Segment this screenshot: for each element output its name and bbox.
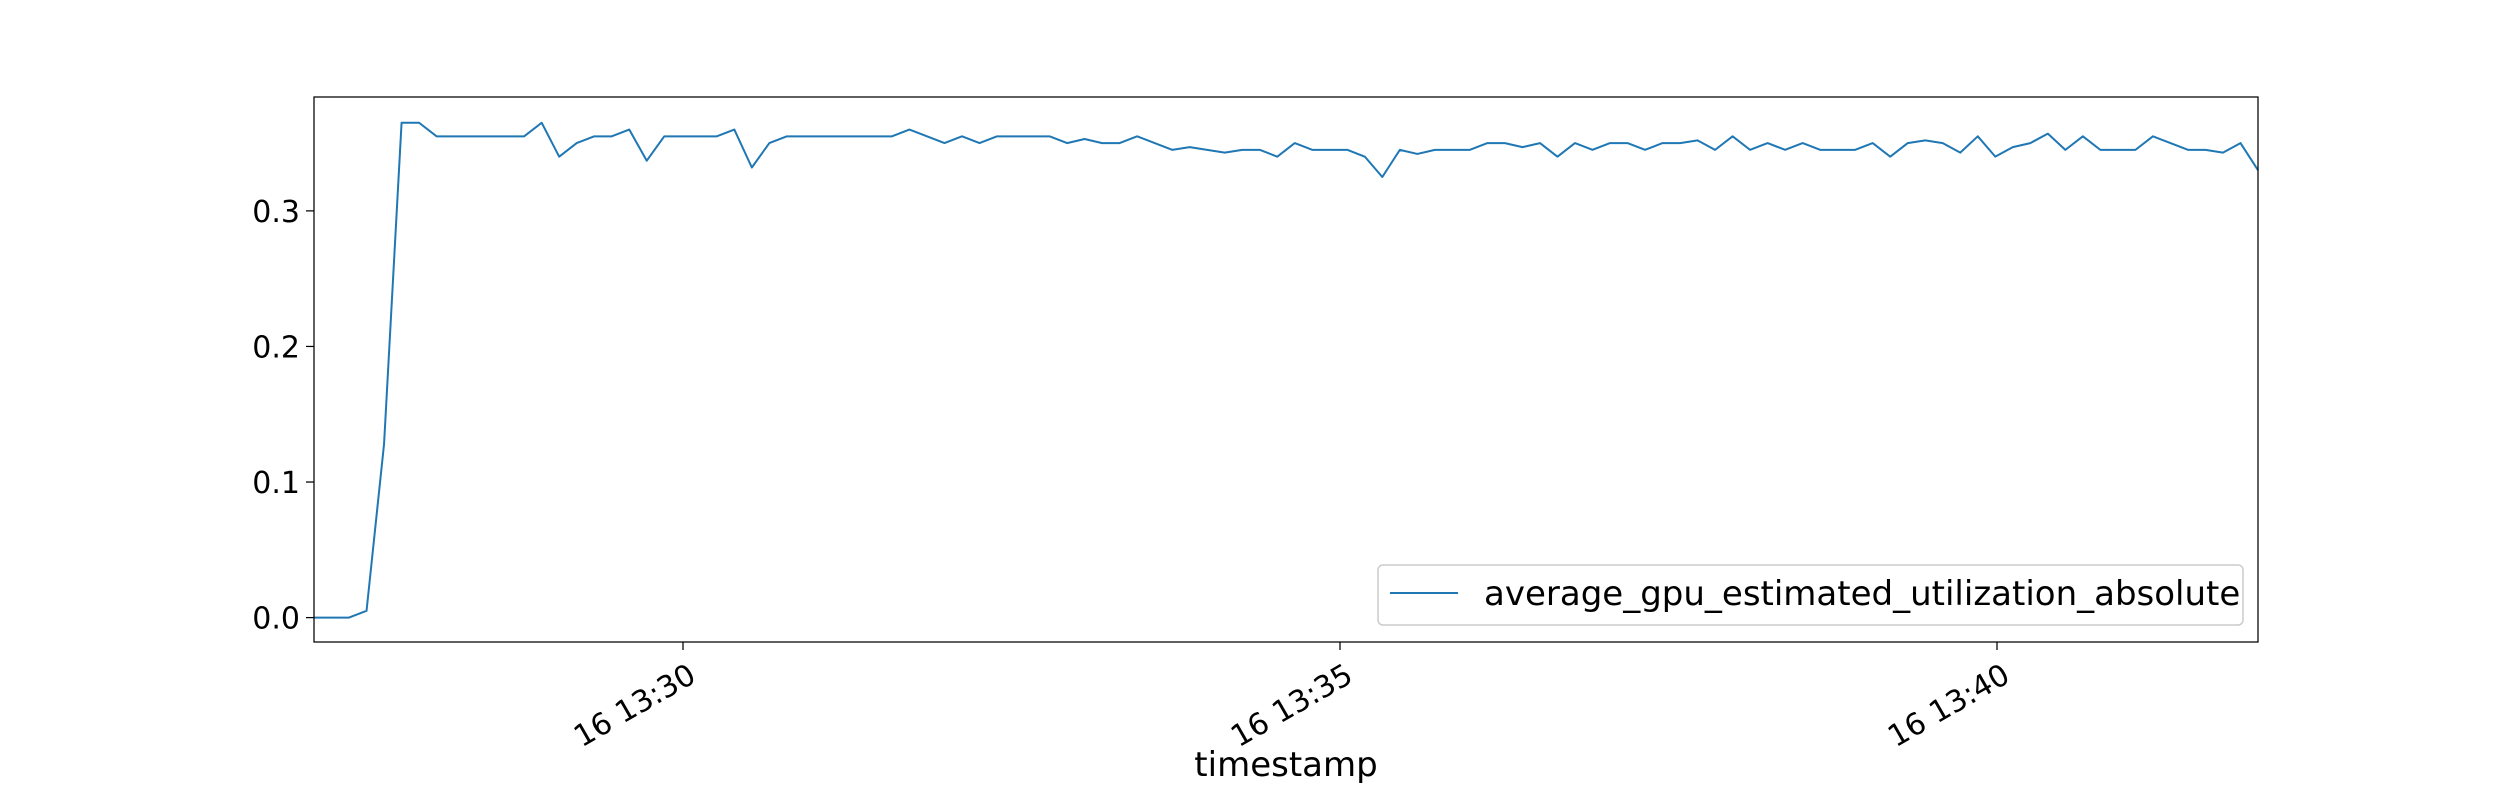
y-axis-ticks: 0.0 0.1 0.2 0.3 [252, 195, 314, 637]
series-line [314, 121, 2259, 619]
x-axis-label: timestamp [1194, 745, 1377, 785]
legend-label: average_gpu_estimated_utilization_absolu… [1484, 574, 2240, 614]
legend: average_gpu_estimated_utilization_absolu… [1377, 564, 2244, 626]
series-layer [314, 121, 2259, 619]
x-tick-label: 16 13:40 [1882, 657, 2016, 754]
x-tick-label: 16 13:30 [568, 657, 702, 754]
x-tick-label: 16 13:35 [1225, 657, 1359, 754]
y-tick-label: 0.2 [252, 330, 300, 365]
y-tick-label: 0.3 [252, 195, 300, 230]
x-axis-ticks: 16 13:30 16 13:35 16 13:40 [568, 642, 2016, 755]
plot-frame [313, 96, 2259, 643]
y-tick-label: 0.0 [252, 602, 300, 637]
legend-box [1377, 564, 2244, 626]
y-tick-label: 0.1 [252, 466, 300, 501]
